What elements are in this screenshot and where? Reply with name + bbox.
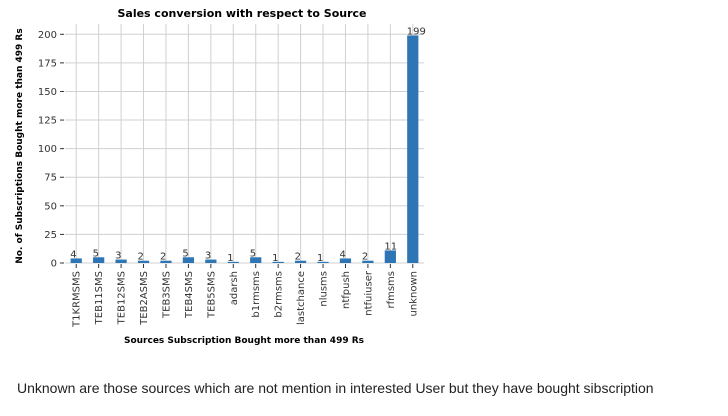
data-label: 2 xyxy=(362,252,368,263)
x-tick-label: adarsh xyxy=(229,271,240,305)
y-tick-label: 200 xyxy=(38,30,57,41)
x-tick-label: TEB5SMS xyxy=(206,271,217,319)
data-label: 1 xyxy=(317,253,323,264)
chart-title: Sales conversion with respect to Source xyxy=(117,7,366,20)
y-tick-label: 125 xyxy=(38,116,57,127)
data-label: 199 xyxy=(407,26,426,37)
x-tick-label: T1KRMSMS xyxy=(72,271,83,328)
x-tick-label: TEB4SMS xyxy=(184,271,195,319)
x-tick-label: TEB12SMS xyxy=(117,271,128,325)
data-label: 2 xyxy=(138,252,144,263)
y-tick-label: 50 xyxy=(44,201,57,212)
y-tick-label: 100 xyxy=(38,144,57,155)
data-label: 5 xyxy=(182,248,188,259)
data-label: 5 xyxy=(250,248,256,259)
data-label: 5 xyxy=(93,248,99,259)
data-label: 3 xyxy=(205,251,211,262)
data-label: 2 xyxy=(295,252,301,263)
x-tick-label: b1rmsms xyxy=(251,271,262,318)
x-tick-label: TEB3SMS xyxy=(161,271,172,319)
x-tick-label: rfmsms xyxy=(386,271,397,309)
caption-text: Unknown are those sources which are not … xyxy=(17,380,722,396)
x-tick-label: lastchance xyxy=(296,271,307,325)
x-tick-label: TEB11SMS xyxy=(94,271,105,325)
y-tick-label: 0 xyxy=(51,259,57,270)
bar-unknown xyxy=(407,35,418,263)
x-axis-title: Sources Subscription Bought more than 49… xyxy=(124,336,364,346)
data-label: 4 xyxy=(339,249,345,260)
x-tick-label: ntfuiuser xyxy=(363,270,374,316)
chart: Sales conversion with respect to Source … xyxy=(0,0,728,370)
data-label: 1 xyxy=(272,253,278,264)
x-tick-label: b2rmsms xyxy=(274,271,285,318)
y-tick-label: 175 xyxy=(38,58,57,69)
y-tick-label: 25 xyxy=(44,230,57,241)
x-tick-label: TEB2ASMS xyxy=(139,271,150,326)
data-label: 11 xyxy=(384,241,397,252)
x-tick-label: ntfpush xyxy=(341,271,352,309)
y-tick-label: 150 xyxy=(38,87,57,98)
data-label: 4 xyxy=(70,249,76,260)
data-label: 1 xyxy=(227,253,233,264)
data-label: 2 xyxy=(160,252,166,263)
data-label: 3 xyxy=(115,251,121,262)
x-tick-label: nlusms xyxy=(319,271,330,307)
y-tick-label: 75 xyxy=(44,173,57,184)
y-axis-title: No. of Subscriptions Bought more than 49… xyxy=(15,28,25,263)
x-tick-label: unknown xyxy=(408,271,419,316)
